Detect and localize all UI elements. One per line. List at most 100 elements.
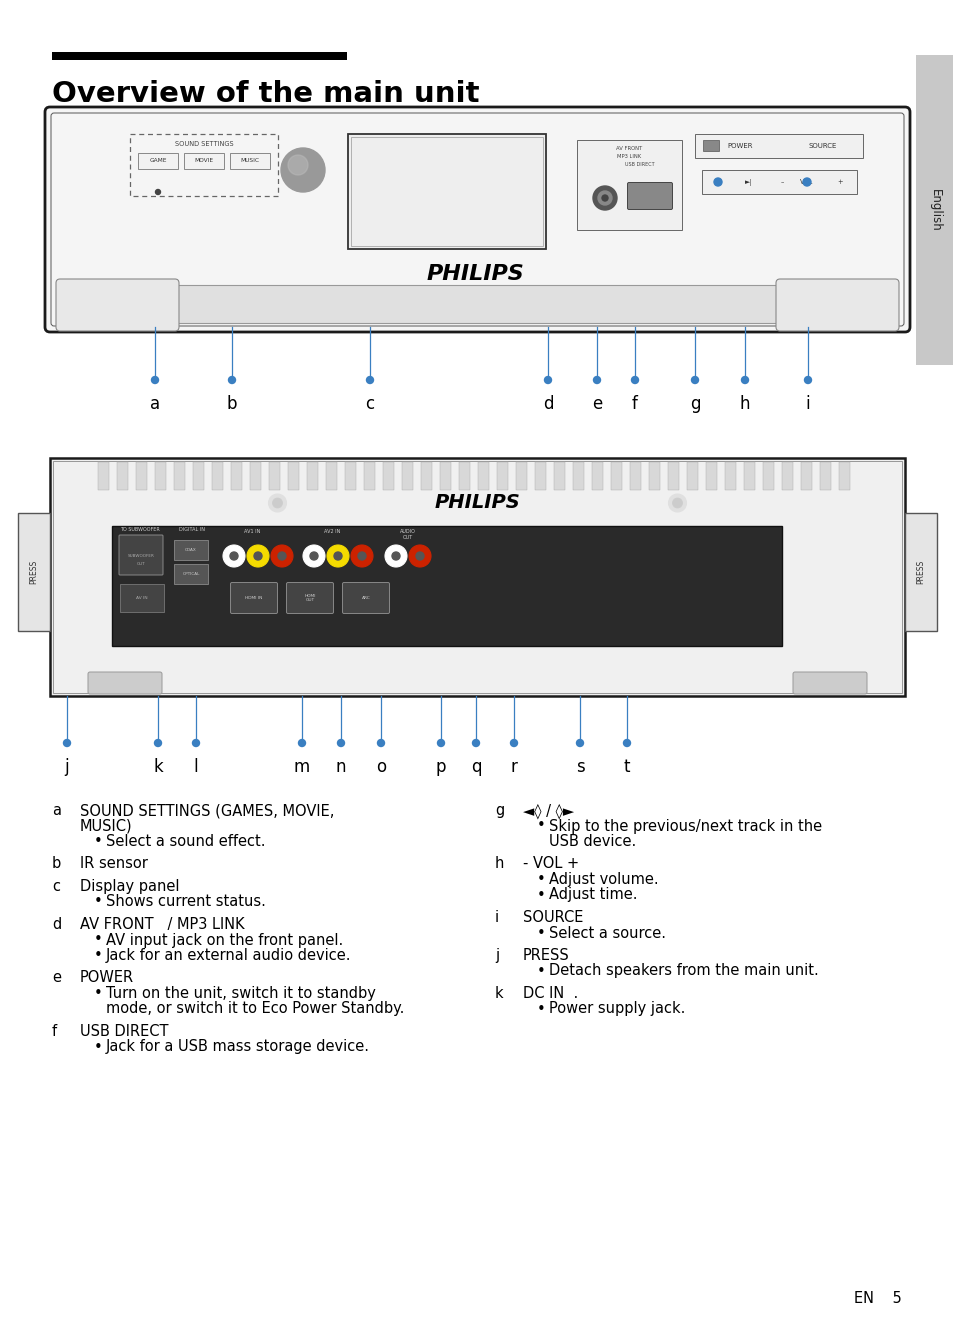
Text: AUDIO: AUDIO — [399, 530, 416, 534]
Text: •: • — [94, 1039, 103, 1054]
Text: SOURCE: SOURCE — [522, 910, 583, 924]
Circle shape — [357, 552, 366, 560]
Circle shape — [193, 739, 199, 747]
Circle shape — [803, 376, 811, 383]
Bar — [348, 133, 545, 249]
Circle shape — [544, 376, 551, 383]
Text: k: k — [153, 758, 163, 776]
Circle shape — [337, 739, 344, 747]
Text: c: c — [365, 395, 375, 414]
Text: h: h — [739, 395, 749, 414]
Circle shape — [472, 739, 479, 747]
Text: d: d — [542, 395, 553, 414]
Text: q: q — [470, 758, 480, 776]
Circle shape — [253, 552, 262, 560]
FancyBboxPatch shape — [775, 279, 898, 331]
Text: •: • — [537, 1002, 545, 1017]
Bar — [762, 462, 773, 490]
Bar — [212, 462, 223, 490]
Bar — [554, 462, 564, 490]
Text: Turn on the unit, switch it to standby: Turn on the unit, switch it to standby — [106, 986, 375, 1000]
Circle shape — [152, 376, 158, 383]
Text: Detach speakers from the main unit.: Detach speakers from the main unit. — [548, 963, 818, 979]
Text: b: b — [52, 856, 61, 871]
Bar — [781, 462, 792, 490]
Text: English: English — [927, 188, 941, 231]
Text: POWER: POWER — [80, 971, 134, 986]
Text: •: • — [537, 887, 545, 903]
Bar — [724, 462, 735, 490]
Text: f: f — [632, 395, 638, 414]
Bar — [743, 462, 754, 490]
Bar — [439, 462, 451, 490]
Bar — [193, 462, 204, 490]
Circle shape — [223, 546, 245, 567]
Bar — [60, 285, 894, 323]
Circle shape — [334, 552, 341, 560]
Bar — [904, 514, 936, 631]
Bar — [351, 137, 542, 245]
Text: j: j — [65, 758, 70, 776]
Bar — [382, 462, 394, 490]
Text: |◄: |◄ — [714, 179, 720, 185]
FancyBboxPatch shape — [342, 583, 389, 614]
FancyBboxPatch shape — [792, 672, 866, 694]
Text: OUT: OUT — [136, 562, 145, 566]
Text: t: t — [623, 758, 630, 776]
Text: mode, or switch it to Eco Power Standby.: mode, or switch it to Eco Power Standby. — [106, 1002, 404, 1017]
Text: c: c — [52, 879, 60, 894]
Text: •: • — [94, 948, 103, 963]
Bar — [915, 55, 953, 366]
Circle shape — [277, 552, 286, 560]
Bar — [516, 462, 526, 490]
FancyBboxPatch shape — [231, 583, 277, 614]
Bar — [231, 462, 242, 490]
Text: i: i — [805, 395, 809, 414]
Circle shape — [416, 552, 423, 560]
Circle shape — [303, 546, 325, 567]
Text: e: e — [52, 971, 61, 986]
Bar — [701, 169, 856, 193]
Text: Overview of the main unit: Overview of the main unit — [52, 80, 479, 108]
Circle shape — [155, 189, 160, 195]
Text: a: a — [52, 803, 61, 818]
Bar — [53, 462, 901, 692]
Circle shape — [576, 739, 583, 747]
FancyBboxPatch shape — [627, 183, 672, 209]
Bar — [345, 462, 355, 490]
Text: USB DIRECT: USB DIRECT — [624, 161, 654, 167]
Circle shape — [691, 376, 698, 383]
FancyBboxPatch shape — [45, 107, 909, 332]
Bar — [686, 462, 698, 490]
Bar — [573, 462, 583, 490]
Circle shape — [377, 739, 384, 747]
Text: •: • — [537, 926, 545, 940]
Circle shape — [593, 376, 599, 383]
Text: PHILIPS: PHILIPS — [426, 264, 523, 284]
Bar — [364, 462, 375, 490]
Bar — [117, 462, 128, 490]
Bar — [497, 462, 507, 490]
Text: AV input jack on the front panel.: AV input jack on the front panel. — [106, 932, 343, 947]
Circle shape — [247, 546, 269, 567]
Text: AV IN: AV IN — [136, 596, 148, 600]
Bar — [801, 462, 811, 490]
Text: s: s — [575, 758, 584, 776]
Circle shape — [740, 376, 748, 383]
Text: SOUND SETTINGS (GAMES, MOVIE,: SOUND SETTINGS (GAMES, MOVIE, — [80, 803, 334, 818]
Text: Jack for an external audio device.: Jack for an external audio device. — [106, 948, 351, 963]
Bar — [610, 462, 621, 490]
Bar — [50, 458, 904, 696]
Bar — [288, 462, 298, 490]
Text: SOURCE: SOURCE — [808, 143, 837, 149]
Bar — [173, 564, 208, 584]
Text: •: • — [537, 963, 545, 979]
Text: a: a — [150, 395, 160, 414]
Text: Power supply jack.: Power supply jack. — [548, 1002, 684, 1017]
Circle shape — [385, 546, 407, 567]
Circle shape — [281, 148, 325, 192]
Text: AV FRONT: AV FRONT — [616, 145, 642, 151]
Bar — [130, 133, 277, 196]
Bar — [173, 540, 208, 560]
Text: k: k — [495, 986, 503, 1000]
